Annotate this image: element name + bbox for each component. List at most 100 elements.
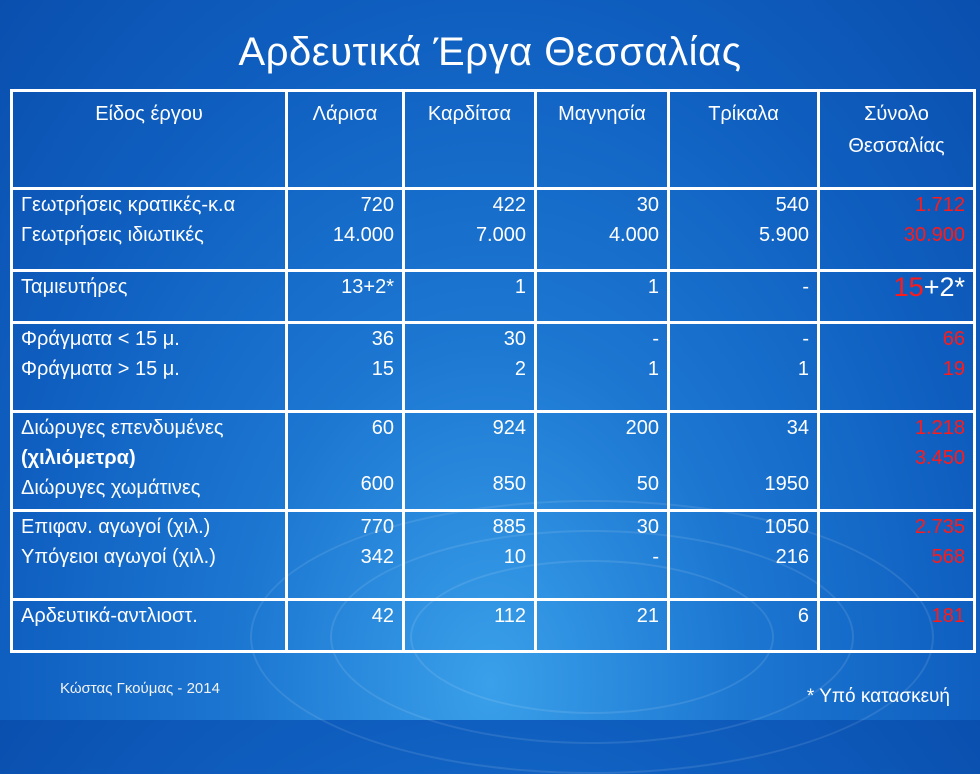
row-label-line: Επιφαν. αγωγοί (χιλ.) bbox=[21, 516, 211, 538]
cell-value: 770 bbox=[360, 516, 394, 538]
cell-magnisia: 21 bbox=[534, 598, 670, 653]
cell-total: 15+2* bbox=[817, 269, 976, 324]
cell-karditsa: 30 2 bbox=[402, 321, 537, 413]
cell-value: 10 bbox=[503, 546, 526, 568]
cell-total: 181 bbox=[817, 598, 976, 653]
cell-value: 720 bbox=[360, 194, 394, 216]
cell-value: 568 bbox=[931, 546, 965, 568]
row-label: Διώρυγες επενδυμένες (χιλιόμετρα) Διώρυγ… bbox=[10, 410, 288, 512]
table-row-reservoirs: Ταμιευτήρες 13+2* 1 1 - 15+2* bbox=[10, 269, 976, 324]
row-label-line: Διώρυγες χωμάτινες bbox=[21, 477, 201, 499]
row-label-unit: (χιλιόμετρα) bbox=[21, 447, 136, 469]
row-label-line: Γεωτρήσεις ιδιωτικές bbox=[21, 224, 204, 246]
row-label-line: Διώρυγες επενδυμένες bbox=[21, 417, 224, 439]
spacer bbox=[545, 443, 659, 469]
row-label: Φράγματα < 15 μ. Φράγματα > 15 μ. bbox=[10, 321, 288, 413]
cell-value: 850 bbox=[492, 473, 526, 495]
cell-value: 7.000 bbox=[475, 224, 526, 246]
cell-value: 924 bbox=[492, 417, 526, 439]
header-larisa: Λάρισα bbox=[285, 89, 405, 190]
cell-value: 216 bbox=[775, 546, 809, 568]
row-label-line: Γεωτρήσεις κρατικές-κ.α bbox=[21, 194, 236, 216]
cell-value: 1.712 bbox=[914, 194, 965, 216]
cell-value: 30.900 bbox=[903, 224, 965, 246]
cell-total: 1.712 30.900 bbox=[817, 187, 976, 272]
cell-trikala: 540 5.900 bbox=[667, 187, 820, 272]
header-total: Σύνολο Θεσσαλίας bbox=[817, 89, 976, 190]
cell-value: 50 bbox=[636, 473, 659, 495]
row-label: Γεωτρήσεις κρατικές-κ.α Γεωτρήσεις ιδιωτ… bbox=[10, 187, 288, 272]
cell-trikala: - 1 bbox=[667, 321, 820, 413]
row-label-line: Φράγματα > 15 μ. bbox=[21, 358, 180, 380]
header-total-line1: Σύνολο bbox=[864, 103, 929, 125]
spacer bbox=[678, 443, 809, 469]
cell-magnisia: 30 4.000 bbox=[534, 187, 670, 272]
cell-magnisia: 1 bbox=[534, 269, 670, 324]
spacer bbox=[296, 443, 394, 469]
cell-value: - bbox=[652, 546, 659, 568]
cell-magnisia: 200 50 bbox=[534, 410, 670, 512]
page-title: Αρδευτικά Έργα Θεσσαλίας bbox=[238, 30, 742, 74]
table-row-dams: Φράγματα < 15 μ. Φράγματα > 15 μ. 36 15 … bbox=[10, 321, 976, 413]
author-credit: Κώστας Γκούμας - 2014 bbox=[60, 680, 220, 697]
cell-value: 14.000 bbox=[332, 224, 394, 246]
header-magnisia: Μαγνησία bbox=[534, 89, 670, 190]
cell-magnisia: - 1 bbox=[534, 321, 670, 413]
cell-value: +2* bbox=[923, 272, 965, 302]
cell-total: 1.218 3.450 bbox=[817, 410, 976, 512]
table-row-pipes: Επιφαν. αγωγοί (χιλ.) Υπόγειοι αγωγοί (χ… bbox=[10, 509, 976, 601]
cell-value: 19 bbox=[942, 358, 965, 380]
cell-karditsa: 924 850 bbox=[402, 410, 537, 512]
cell-value: 1.218 bbox=[914, 417, 965, 439]
table-row-wells: Γεωτρήσεις κρατικές-κ.α Γεωτρήσεις ιδιωτ… bbox=[10, 187, 976, 272]
cell-larisa: 42 bbox=[285, 598, 405, 653]
cell-value: 1 bbox=[647, 358, 659, 380]
cell-value: - bbox=[802, 328, 809, 350]
cell-value: 540 bbox=[775, 194, 809, 216]
cell-larisa: 36 15 bbox=[285, 321, 405, 413]
row-label: Επιφαν. αγωγοί (χιλ.) Υπόγειοι αγωγοί (χ… bbox=[10, 509, 288, 601]
header-total-line2: Θεσσαλίας bbox=[848, 135, 945, 157]
row-label-line: Φράγματα < 15 μ. bbox=[21, 328, 180, 350]
cell-larisa: 770 342 bbox=[285, 509, 405, 601]
cell-value: 1950 bbox=[764, 473, 810, 495]
footnote: * Υπό κατασκευή bbox=[806, 686, 950, 707]
table-row-pumps: Αρδευτικά-αντλιοστ. 42 112 21 6 181 bbox=[10, 598, 976, 653]
cell-karditsa: 885 10 bbox=[402, 509, 537, 601]
row-label: Αρδευτικά-αντλιοστ. bbox=[10, 598, 288, 653]
cell-trikala: - bbox=[667, 269, 820, 324]
cell-karditsa: 1 bbox=[402, 269, 537, 324]
cell-trikala: 1050 216 bbox=[667, 509, 820, 601]
cell-larisa: 13+2* bbox=[285, 269, 405, 324]
cell-value: 36 bbox=[371, 328, 394, 350]
cell-value: 1050 bbox=[764, 516, 810, 538]
cell-value: 5.900 bbox=[758, 224, 809, 246]
cell-larisa: 720 14.000 bbox=[285, 187, 405, 272]
header-type: Είδος έργου bbox=[10, 89, 288, 190]
cell-karditsa: 112 bbox=[402, 598, 537, 653]
cell-value: 30 bbox=[636, 516, 659, 538]
cell-value: 4.000 bbox=[608, 224, 659, 246]
cell-trikala: 34 1950 bbox=[667, 410, 820, 512]
header-karditsa: Καρδίτσα bbox=[402, 89, 537, 190]
cell-magnisia: 30 - bbox=[534, 509, 670, 601]
cell-value: 1 bbox=[797, 358, 809, 380]
cell-value: 2 bbox=[514, 358, 526, 380]
cell-value: 60 bbox=[371, 417, 394, 439]
cell-value: 885 bbox=[492, 516, 526, 538]
cell-trikala: 6 bbox=[667, 598, 820, 653]
cell-value: 342 bbox=[360, 546, 394, 568]
header-trikala: Τρίκαλα bbox=[667, 89, 820, 190]
cell-value: 200 bbox=[625, 417, 659, 439]
cell-larisa: 60 600 bbox=[285, 410, 405, 512]
cell-value: 600 bbox=[360, 473, 394, 495]
cell-total: 2.735 568 bbox=[817, 509, 976, 601]
header-row: Είδος έργου Λάρισα Καρδίτσα Μαγνησία Τρί… bbox=[10, 89, 976, 190]
row-label-line: Υπόγειοι αγωγοί (χιλ.) bbox=[21, 546, 216, 568]
table-row-canals: Διώρυγες επενδυμένες (χιλιόμετρα) Διώρυγ… bbox=[10, 410, 976, 512]
cell-value-red: 15 bbox=[893, 272, 924, 302]
cell-value: 34 bbox=[786, 417, 809, 439]
cell-karditsa: 422 7.000 bbox=[402, 187, 537, 272]
cell-value: 2.735 bbox=[914, 516, 965, 538]
irrigation-table: Είδος έργου Λάρισα Καρδίτσα Μαγνησία Τρί… bbox=[10, 89, 976, 653]
